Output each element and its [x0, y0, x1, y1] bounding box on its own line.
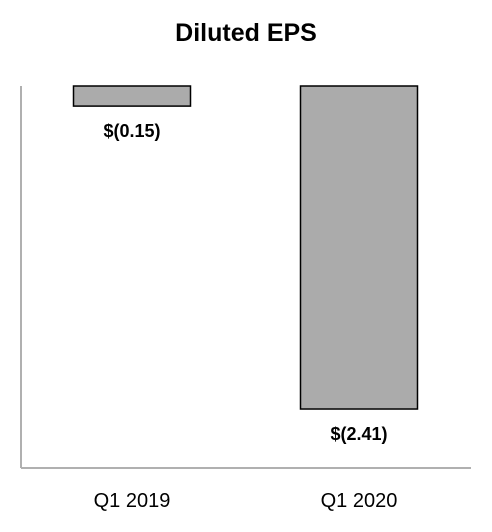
x-tick-label-q1-2020: Q1 2020 [321, 490, 398, 512]
bar-q1-2019 [72, 85, 192, 107]
data-labels-group: $(0.15) $(2.41) [103, 121, 387, 444]
data-label-q1-2020: $(2.41) [330, 424, 387, 444]
x-tick-labels-group: Q1 2019 Q1 2020 [94, 490, 398, 512]
data-label-q1-2019: $(0.15) [103, 121, 160, 141]
chart-title: Diluted EPS [175, 19, 317, 47]
x-tick-label-q1-2019: Q1 2019 [94, 490, 171, 512]
bar-q1-2020 [299, 85, 419, 410]
bars-group [72, 85, 419, 410]
